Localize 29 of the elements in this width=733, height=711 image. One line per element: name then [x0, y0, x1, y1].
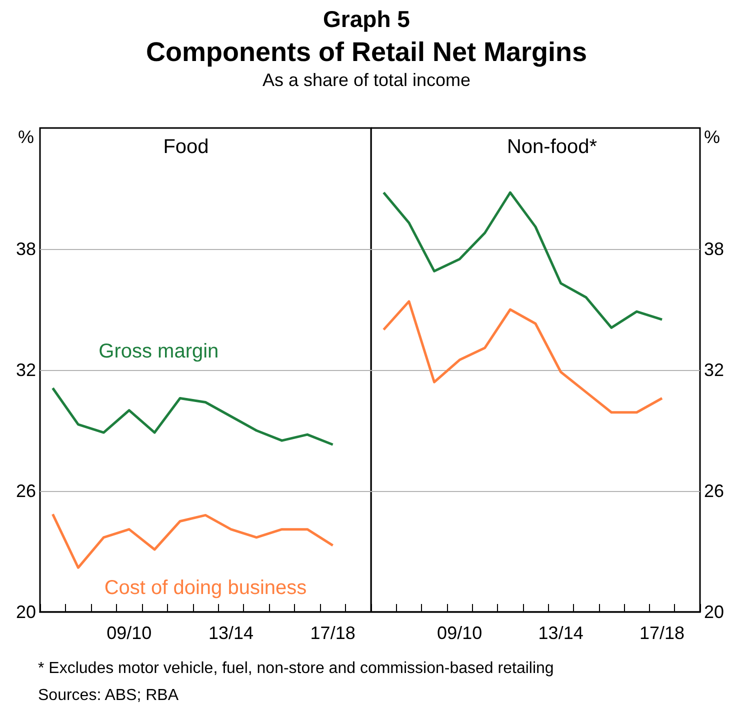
- y-tick-label: 32: [16, 360, 36, 380]
- x-tick-label: 17/18: [640, 623, 685, 643]
- y-tick-label: 20: [704, 602, 724, 622]
- y-axis-title: %: [704, 127, 720, 147]
- text: As a share of total income: [261, 70, 472, 91]
- x-tick-label: 13/14: [538, 623, 584, 643]
- source-note: Sources: ABS; RBA: [38, 686, 180, 706]
- line-series: [51, 386, 334, 446]
- line-series: [382, 300, 664, 414]
- y-tick-label: 20: [16, 602, 36, 622]
- line-series: [51, 512, 334, 569]
- x-tick-label: 13/14: [208, 623, 254, 643]
- text: Components of Retail Net Margins: [144, 37, 588, 68]
- x-tick-label: 09/10: [106, 623, 152, 643]
- chart-title: Food: [163, 136, 209, 158]
- x-tick-label: 17/18: [310, 623, 356, 643]
- y-tick-label: 26: [16, 481, 36, 501]
- y-tick-label: 26: [704, 481, 724, 501]
- x-tick-label: 09/10: [437, 623, 482, 643]
- y-axis-title: %: [18, 127, 34, 147]
- series-label: Cost of doing business: [104, 577, 307, 600]
- caption: Graph 5: [322, 6, 411, 33]
- y-tick-label: 32: [704, 360, 724, 380]
- text: Gross margin: [98, 340, 219, 363]
- text: * Excludes motor vehicle, fuel, non-store and commission-based retailing: [38, 659, 554, 679]
- y-tick-label: 38: [704, 239, 724, 259]
- line-series: [382, 191, 664, 329]
- chart-title: Non-food*: [506, 136, 598, 158]
- y-tick-label: 38: [16, 239, 36, 259]
